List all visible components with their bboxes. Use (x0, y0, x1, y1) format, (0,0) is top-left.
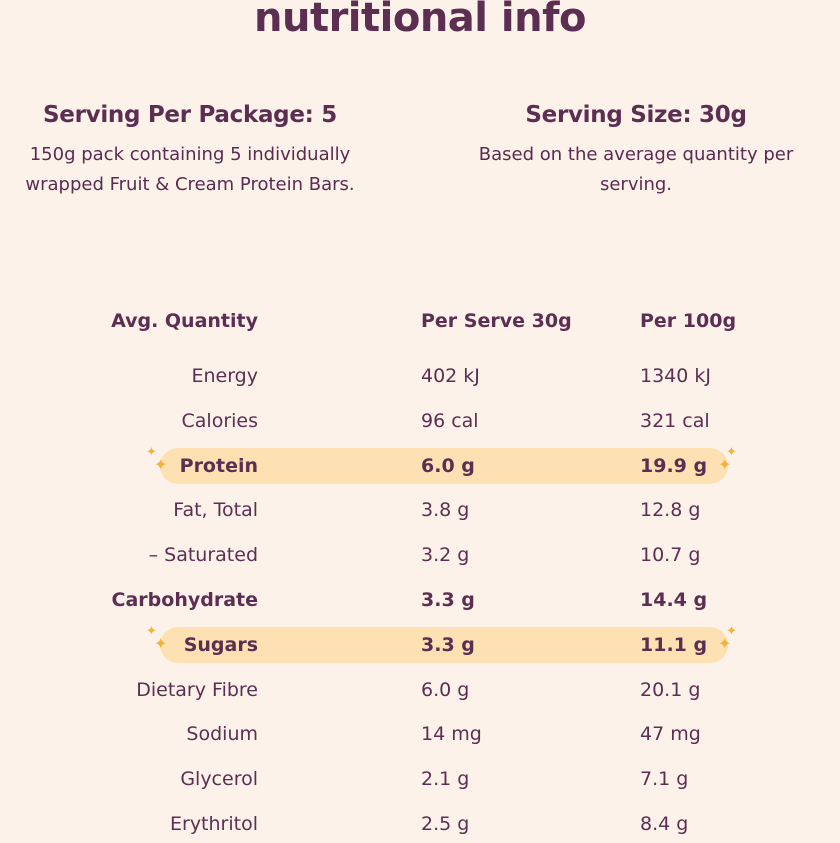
table-row: – Saturated 3.2 g 10.7 g (0, 536, 840, 574)
row-highlight (160, 626, 728, 663)
nutrient-name: Protein (179, 454, 258, 477)
header-per-100g: Per 100g (640, 310, 737, 332)
sparkle-icon: ✦ (718, 633, 732, 653)
serving-per-package-block: Serving Per Package: 5 150g pack contain… (0, 98, 380, 200)
nutrition-table-header: Avg. Quantity Per Serve 30g Per 100g (0, 310, 840, 342)
serving-size-block: Serving Size: 30g Based on the average q… (446, 98, 826, 200)
per-100g-value: 11.1 g (640, 633, 708, 656)
per-serve-value: 2.5 g (421, 813, 470, 835)
per-100g-value: 7.1 g (640, 768, 689, 791)
sparkle-icon: ✦ (726, 444, 737, 460)
header-avg-quantity: Avg. Quantity (111, 310, 258, 332)
table-row: Sodium 14 mg 47 mg (0, 715, 840, 753)
sparkle-icon: ✦ (718, 454, 732, 474)
sparkle-icon: ✦ (726, 623, 737, 639)
table-row: Fat, Total 3.8 g 12.8 g (0, 491, 840, 529)
sparkle-icon: ✦ (146, 444, 157, 460)
per-100g-value: 20.1 g (640, 678, 701, 701)
per-100g-value: 321 cal (640, 409, 710, 432)
per-100g-value: 10.7 g (640, 544, 701, 567)
serving-size-description: Based on the average quantity per servin… (478, 144, 794, 195)
per-serve-value: 3.3 g (421, 589, 475, 611)
nutrient-name: Fat, Total (173, 499, 258, 522)
serving-per-package-description: 150g pack containing 5 individually wrap… (25, 144, 355, 195)
nutrient-name: Glycerol (180, 768, 258, 791)
table-row: Glycerol 2.1 g 7.1 g (0, 760, 840, 798)
table-row: Energy 402 kJ 1340 kJ (0, 357, 840, 395)
nutrient-name: Calories (181, 409, 259, 432)
per-serve-value: 14 mg (421, 723, 482, 746)
sparkle-icon: ✦ (154, 633, 168, 653)
per-100g-value: 1340 kJ (640, 365, 711, 387)
page-title: nutritional info (254, 0, 587, 41)
table-row: ✦ ✦ ✦ ✦ Sugars 3.3 g 11.1 g (0, 623, 840, 664)
nutrient-name: – Saturated (148, 544, 258, 567)
header-per-serve: Per Serve 30g (421, 310, 572, 332)
per-serve-value: 96 cal (421, 409, 479, 432)
table-row: Calories 96 cal 321 cal (0, 402, 840, 440)
per-serve-value: 6.0 g (421, 678, 470, 701)
per-serve-value: 6.0 g (421, 454, 475, 477)
serving-per-package-heading: Serving Per Package: 5 (43, 102, 337, 128)
serving-size-heading: Serving Size: 30g (525, 102, 747, 128)
per-serve-value: 3.2 g (421, 544, 470, 567)
nutrient-name: Sodium (186, 723, 258, 746)
per-100g-value: 47 mg (640, 723, 701, 746)
per-serve-value: 3.8 g (421, 499, 470, 522)
sparkle-icon: ✦ (154, 454, 168, 474)
row-highlight (160, 447, 728, 484)
per-serve-value: 3.3 g (421, 633, 475, 656)
table-row: Dietary Fibre 6.0 g 20.1 g (0, 671, 840, 709)
per-100g-value: 19.9 g (640, 454, 708, 477)
per-100g-value: 12.8 g (640, 499, 701, 522)
per-serve-value: 402 kJ (421, 365, 480, 387)
table-row: Erythritol 2.5 g 8.4 g (0, 805, 840, 843)
nutrient-name: Erythritol (170, 813, 258, 835)
nutrient-name: Carbohydrate (111, 589, 258, 611)
nutrient-name: Dietary Fibre (136, 678, 258, 701)
table-row: Carbohydrate 3.3 g 14.4 g (0, 581, 840, 619)
per-serve-value: 2.1 g (421, 768, 470, 791)
per-100g-value: 8.4 g (640, 813, 689, 835)
table-row: ✦ ✦ ✦ ✦ Protein 6.0 g 19.9 g (0, 444, 840, 485)
per-100g-value: 14.4 g (640, 589, 708, 611)
nutrient-name: Energy (191, 365, 258, 387)
sparkle-icon: ✦ (146, 623, 157, 639)
nutrient-name: Sugars (183, 633, 258, 656)
